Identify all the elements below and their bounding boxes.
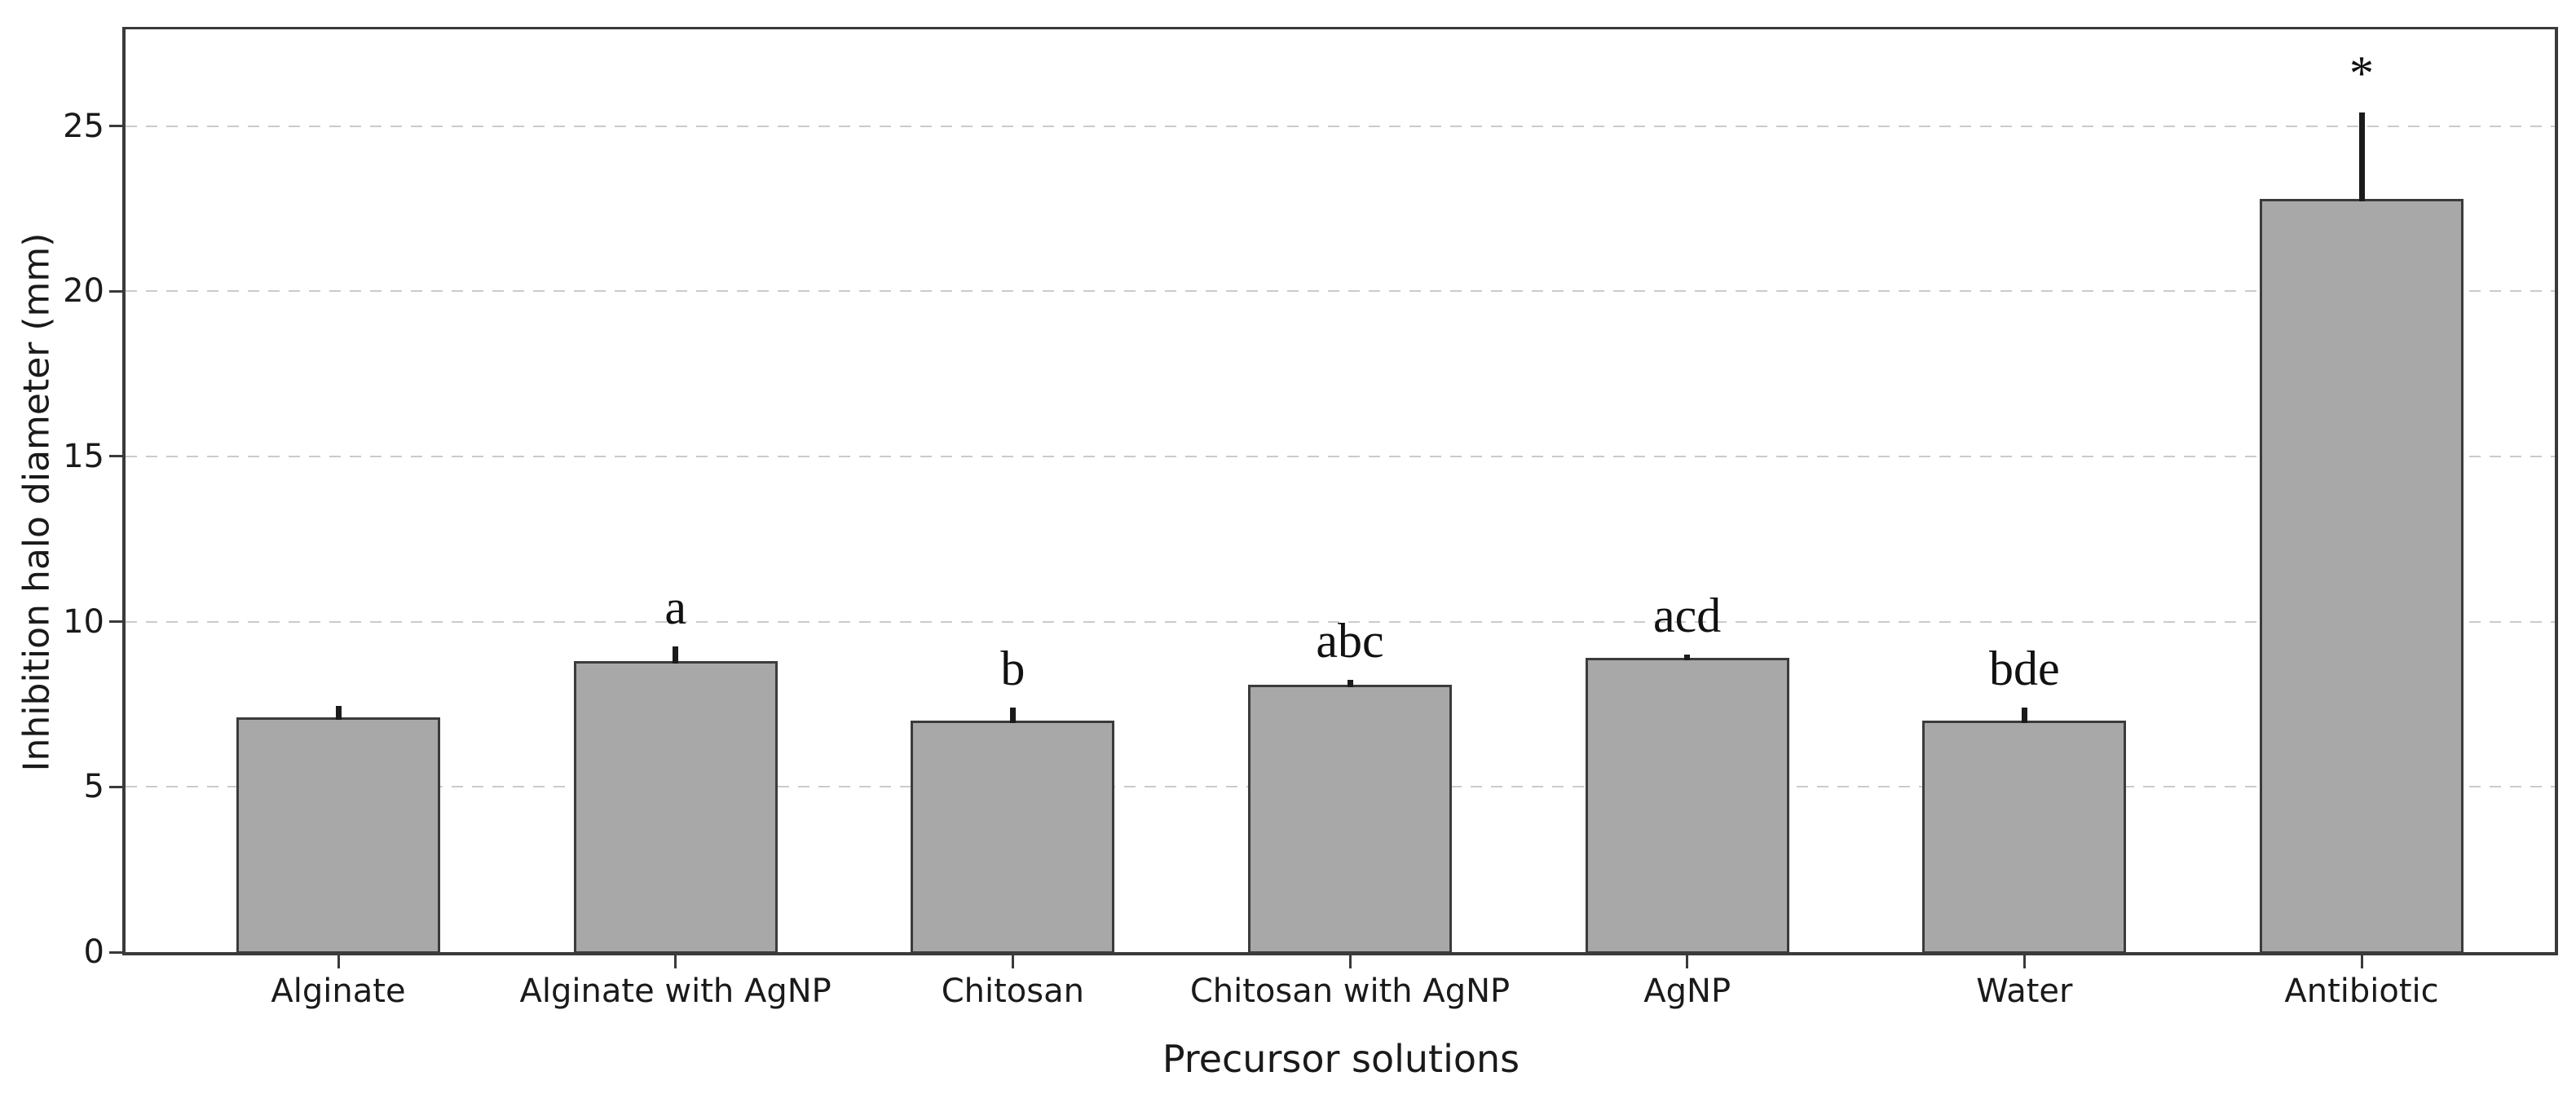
x-tick-water	[2022, 955, 2026, 968]
x-tick-chitosan	[1011, 955, 1014, 968]
x-tick-chitosan-with-agnp	[1348, 955, 1352, 968]
x-tick-alginate-with-agnp	[674, 955, 677, 968]
gridline-y-20	[126, 290, 2555, 293]
sig-label-b: b	[1000, 642, 1026, 696]
y-axis-title: Inhibition halo diameter (mm)	[15, 232, 58, 772]
x-tick-label-chitosan-with-agnp: Chitosan with AgNP	[1189, 972, 1511, 1010]
y-tick-10	[109, 620, 122, 624]
x-tick-label-alginate: Alginate	[271, 972, 406, 1010]
y-tick-label-0: 0	[83, 933, 104, 971]
x-tick-label-antibiotic: Antibiotic	[2284, 972, 2439, 1010]
y-tick-20	[109, 289, 122, 293]
x-tick-agnp	[1686, 955, 1689, 968]
plot-spine-top	[122, 27, 2558, 29]
bar-water	[1922, 721, 2127, 954]
error-bar-stem-antibiotic	[2358, 112, 2365, 201]
bar-chitosan-with-agnp	[1248, 684, 1452, 954]
bar-chitosan	[911, 721, 1115, 954]
gridline-y-15	[126, 455, 2555, 457]
error-bar-stem-agnp	[1684, 655, 1691, 661]
error-bar-stem-chitosan-with-agnp	[1347, 679, 1353, 687]
bar-alginate	[236, 717, 440, 954]
x-tick-label-chitosan: Chitosan	[941, 972, 1084, 1010]
error-bar-stem-alginate	[335, 706, 342, 721]
bar-agnp	[1585, 658, 1789, 954]
y-tick-25	[109, 125, 122, 128]
bar-alginate-with-agnp	[573, 661, 778, 954]
y-tick-15	[109, 455, 122, 458]
error-bar-stem-water	[2021, 708, 2027, 724]
x-axis-title: Precursor solutions	[1162, 1037, 1520, 1081]
x-tick-label-agnp: AgNP	[1643, 972, 1731, 1010]
gridline-y-25	[126, 125, 2555, 127]
bar-antibiotic	[2260, 198, 2464, 954]
y-tick-label-15: 15	[63, 437, 104, 475]
y-tick-0	[109, 950, 122, 954]
x-tick-label-water: Water	[1976, 972, 2073, 1010]
y-tick-label-5: 5	[83, 768, 104, 806]
error-bar-stem-chitosan	[1009, 708, 1016, 724]
y-tick-5	[109, 785, 122, 788]
x-axis-line	[122, 952, 2558, 955]
x-tick-label-alginate-with-agnp: Alginate with AgNP	[519, 972, 831, 1010]
sig-label-acd: acd	[1653, 589, 1722, 643]
sig-label-bde: bde	[1989, 642, 2060, 696]
y-tick-label-10: 10	[63, 602, 104, 641]
plot-spine-left	[122, 27, 126, 955]
x-tick-antibiotic	[2360, 955, 2363, 968]
error-bar-stem-alginate-with-agnp	[673, 646, 679, 664]
sig-label-a: a	[664, 580, 686, 635]
sig-label-asterisk: *	[2349, 46, 2375, 101]
gridline-y-10	[126, 620, 2555, 623]
y-tick-label-20: 20	[63, 272, 104, 311]
sig-label-abc: abc	[1316, 613, 1384, 668]
y-tick-label-25: 25	[63, 107, 104, 145]
plot-spine-right	[2555, 27, 2558, 955]
x-tick-alginate	[337, 955, 340, 968]
